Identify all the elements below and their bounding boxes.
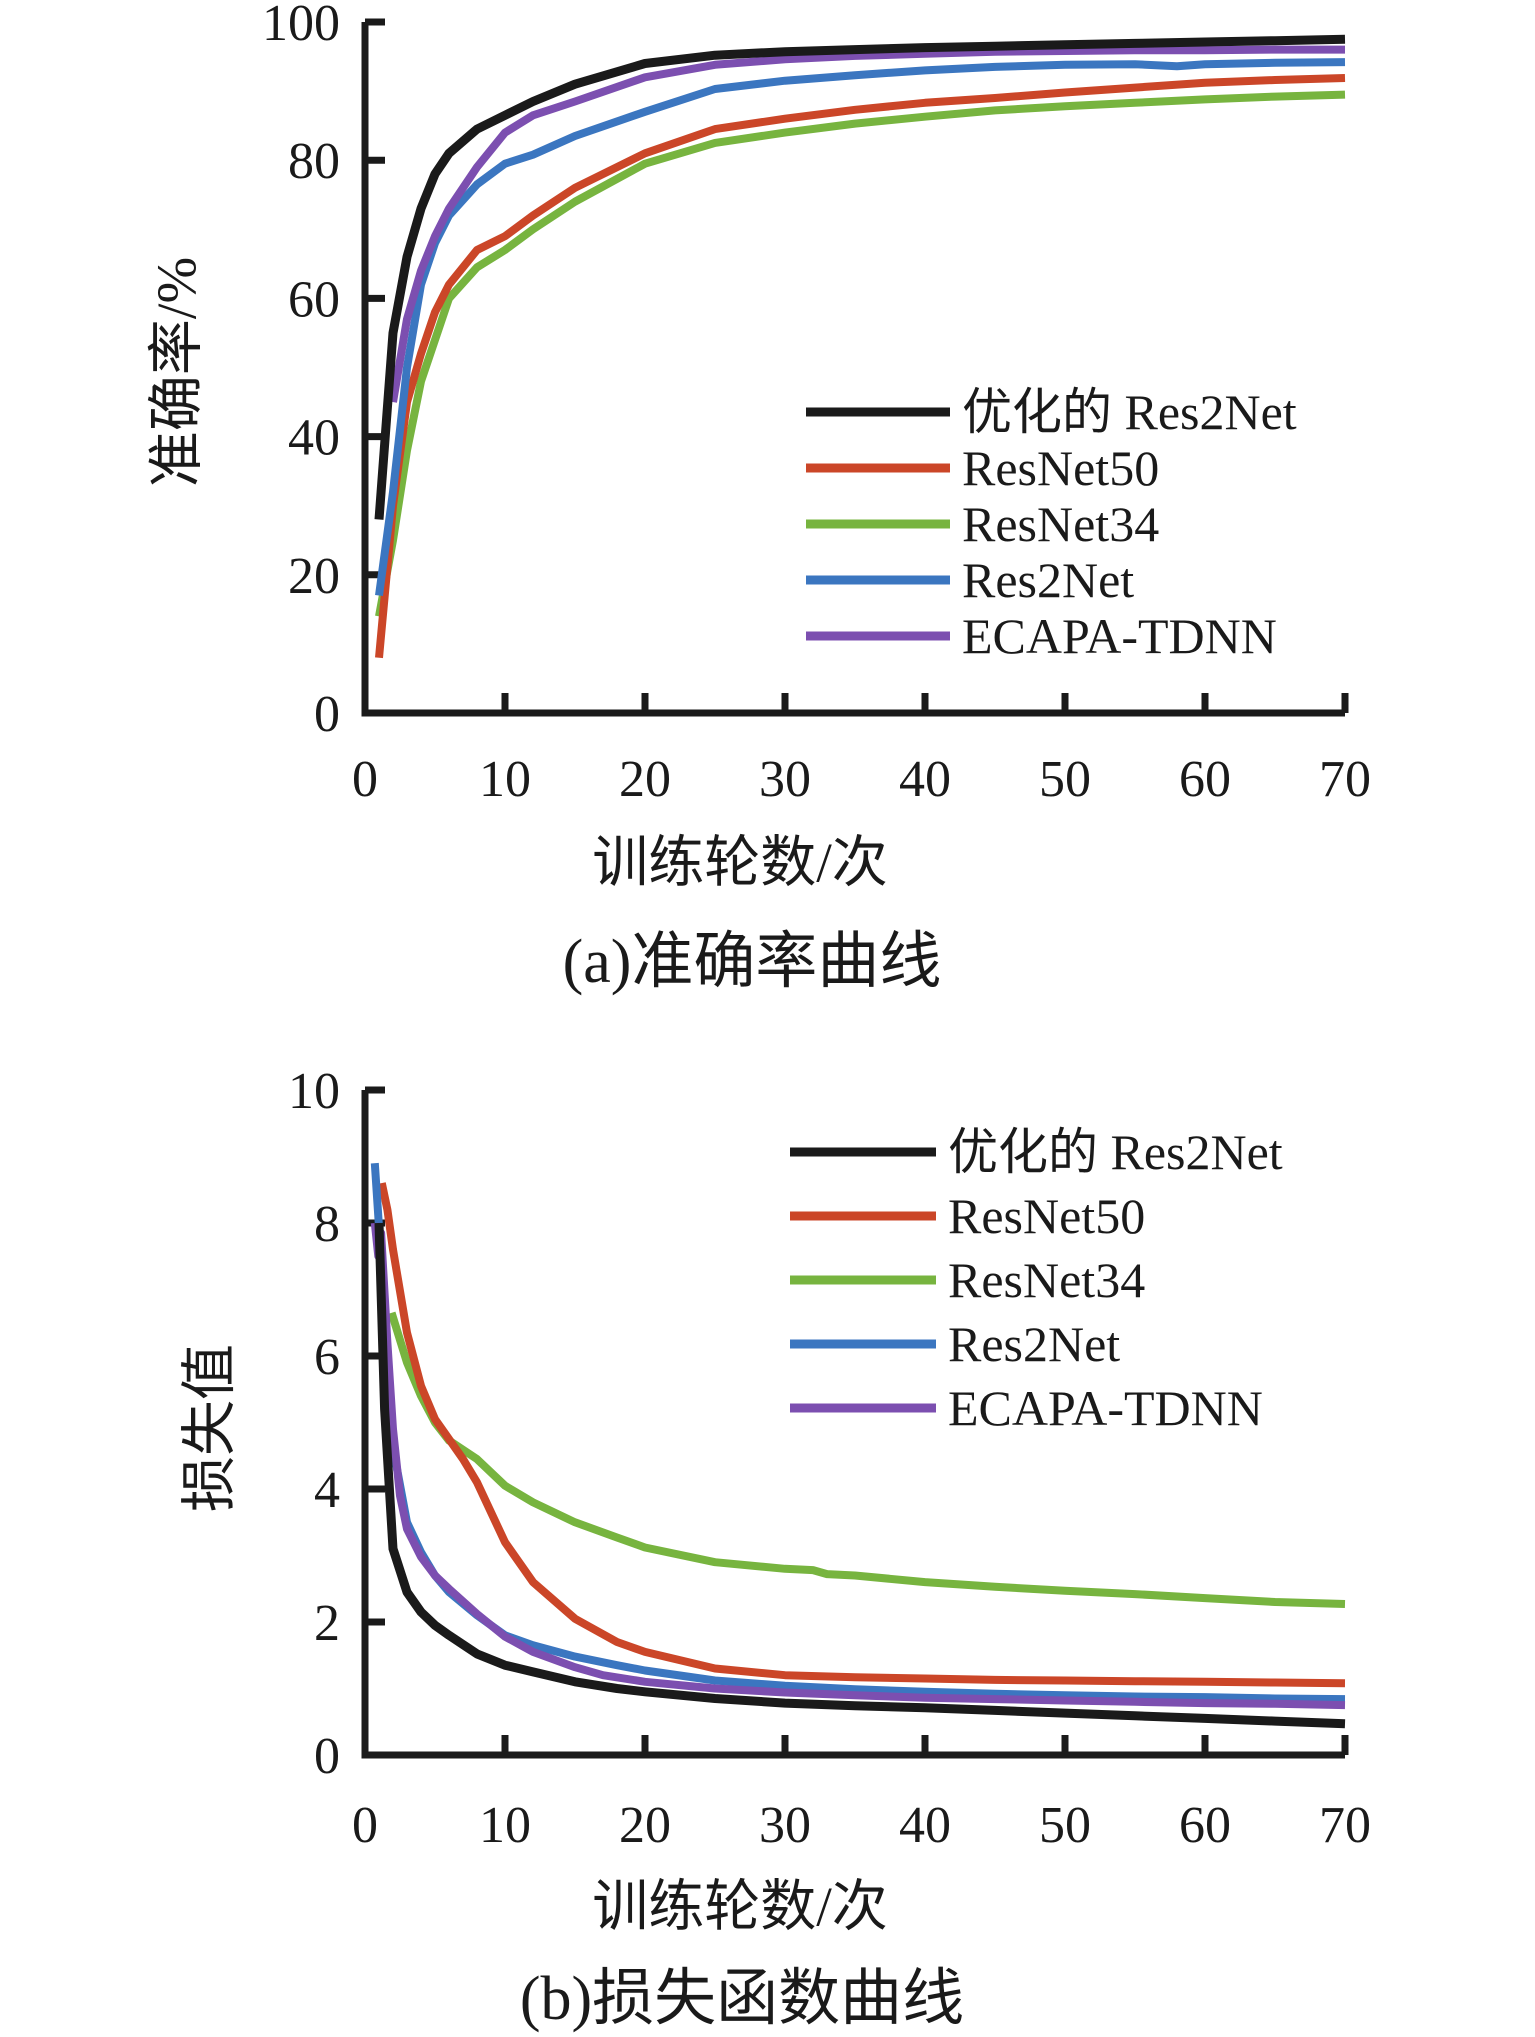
loss-x-tick-label: 50 — [1039, 1797, 1091, 1854]
loss-legend-label: 优化的 Res2Net — [948, 1124, 1283, 1180]
loss-x-tick-label: 60 — [1179, 1797, 1231, 1854]
accuracy-y-axis-label: 准确率/% — [146, 256, 209, 488]
accuracy-series-line-ECAPA-TDNN — [389, 45, 1345, 403]
loss-y-tick-label: 10 — [288, 1063, 340, 1120]
accuracy-series-line-优化的-Res2Net — [374, 34, 1346, 520]
accuracy-caption: (a)准确率曲线 — [562, 928, 942, 996]
accuracy-legend-label: ResNet34 — [962, 496, 1159, 552]
loss-series-line-ResNet50 — [377, 1182, 1346, 1688]
loss-series-line-ResNet34 — [387, 1311, 1346, 1608]
loss-x-tick-label: 20 — [619, 1797, 671, 1854]
loss-y-tick-label: 2 — [314, 1595, 340, 1652]
loss-x-tick-label: 10 — [479, 1797, 531, 1854]
loss-series-line-ECAPA-TDNN — [370, 1222, 1346, 1710]
accuracy-x-tick-label: 0 — [352, 751, 378, 808]
accuracy-legend-label: ResNet50 — [962, 440, 1159, 496]
accuracy-x-tick-label: 70 — [1319, 751, 1371, 808]
accuracy-legend-label: 优化的 Res2Net — [962, 384, 1297, 440]
loss-legend-label: ECAPA-TDNN — [948, 1380, 1263, 1436]
accuracy-y-tick-label: 40 — [288, 410, 340, 467]
loss-x-tick-label: 40 — [899, 1797, 951, 1854]
accuracy-y-tick-label: 0 — [314, 686, 340, 743]
loss-y-tick-label: 6 — [314, 1329, 340, 1386]
accuracy-x-tick-label: 40 — [899, 751, 951, 808]
loss-x-tick-label: 30 — [759, 1797, 811, 1854]
accuracy-y-tick-label: 60 — [288, 271, 340, 328]
loss-chart: 0 2 4 6 8 10 0 10 20 30 40 50 60 70 优化的 Res2Net ResNet5… — [288, 1063, 1371, 1854]
loss-x-tick-label: 70 — [1319, 1797, 1371, 1854]
accuracy-y-tick-label: 20 — [288, 548, 340, 605]
accuracy-series-line-Res2Net — [375, 58, 1346, 597]
accuracy-series-line-ResNet50 — [375, 74, 1346, 659]
accuracy-x-tick-label: 20 — [619, 751, 671, 808]
loss-series-line-优化的-Res2Net — [374, 1222, 1346, 1729]
loss-y-tick-label: 8 — [314, 1196, 340, 1253]
accuracy-y-tick-label: 100 — [262, 0, 340, 52]
loss-legend-label: Res2Net — [948, 1316, 1120, 1372]
loss-caption: (b)损失函数曲线 — [519, 1965, 965, 2033]
accuracy-x-tick-label: 50 — [1039, 751, 1091, 808]
accuracy-x-tick-label: 30 — [759, 751, 811, 808]
loss-legend-label: ResNet34 — [948, 1252, 1145, 1308]
accuracy-legend-label: Res2Net — [962, 552, 1134, 608]
accuracy-series-line-ResNet34 — [375, 90, 1346, 618]
accuracy-x-tick-label: 60 — [1179, 751, 1231, 808]
loss-x-tick-label: 0 — [352, 1797, 378, 1854]
loss-legend-label: ResNet50 — [948, 1188, 1145, 1244]
loss-y-axis-label: 损失值 — [179, 1344, 242, 1512]
loss-y-tick-label: 0 — [314, 1728, 340, 1785]
loss-x-axis-label: 训练轮数/次 — [592, 1876, 888, 1939]
accuracy-legend-label: ECAPA-TDNN — [962, 608, 1277, 664]
accuracy-y-tick-label: 80 — [288, 133, 340, 190]
accuracy-x-tick-label: 10 — [479, 751, 531, 808]
loss-y-tick-label: 4 — [314, 1462, 340, 1519]
accuracy-x-axis-label: 训练轮数/次 — [592, 832, 888, 895]
